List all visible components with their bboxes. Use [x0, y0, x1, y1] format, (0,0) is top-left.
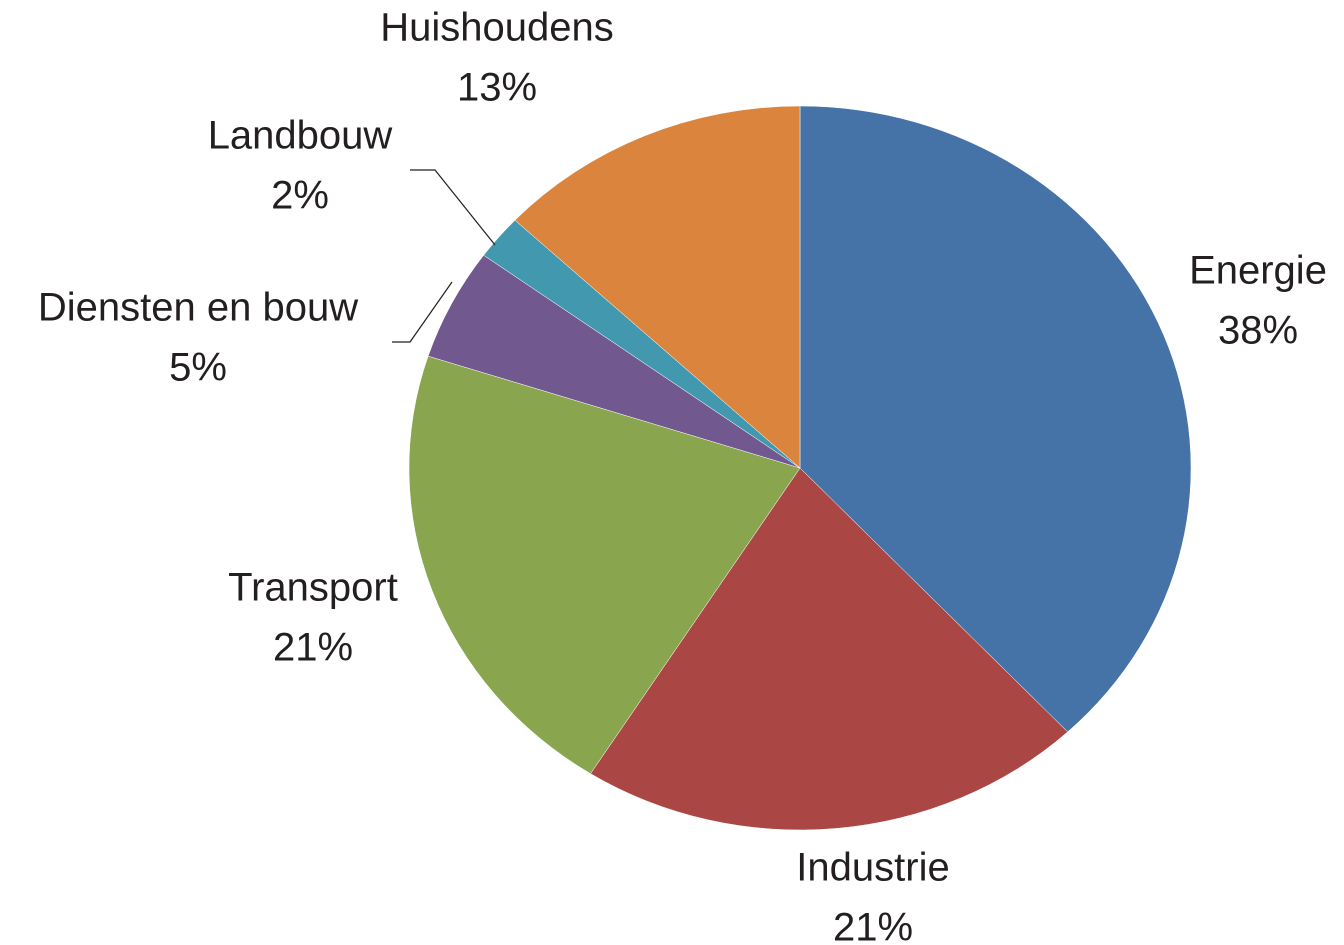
- slice-label: Industrie: [796, 846, 949, 890]
- leader-line: [392, 281, 453, 343]
- pie-slice: [408, 355, 801, 774]
- slice-label: Diensten en bouw: [38, 286, 358, 330]
- leader-line: [410, 169, 496, 246]
- pie-slice: [590, 467, 1069, 831]
- slice-value-label: 5%: [169, 346, 227, 390]
- slice-label: Landbouw: [208, 114, 393, 158]
- slice-value-label: 38%: [1218, 309, 1298, 353]
- slice-value-label: 21%: [833, 906, 913, 945]
- slice-label: Huishoudens: [380, 6, 614, 50]
- slice-value-label: 2%: [271, 174, 329, 218]
- slice-value-label: 13%: [457, 66, 537, 110]
- slice-value-label: 21%: [273, 626, 353, 670]
- slice-label: Transport: [228, 566, 398, 610]
- slice-label: Energie: [1189, 249, 1327, 293]
- pie-slice: [514, 105, 801, 469]
- pie-slice: [799, 105, 1192, 733]
